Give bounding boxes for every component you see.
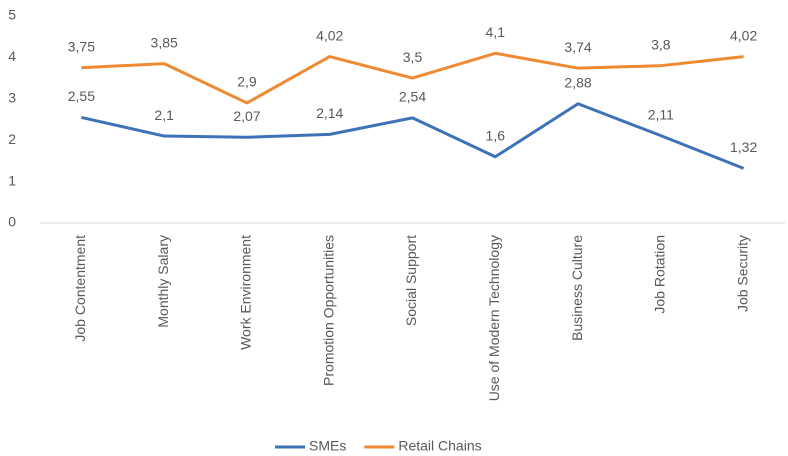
- series-line: [81, 51, 744, 105]
- data-label: 2,54: [399, 89, 426, 105]
- legend-label: SMEs: [309, 438, 346, 454]
- x-tick-label: Promotion Opportunities: [320, 235, 336, 386]
- data-label: 3,74: [564, 39, 591, 55]
- data-label: 3,5: [403, 49, 423, 65]
- data-label: 2,1: [154, 107, 174, 123]
- y-tick-label: 4: [8, 48, 16, 64]
- x-tick-label: Social Support: [403, 235, 419, 326]
- legend-label: Retail Chains: [398, 438, 481, 454]
- x-tick-label: Job Contentment: [72, 235, 88, 342]
- data-label: 2,11: [648, 106, 674, 122]
- series-line: [81, 102, 745, 170]
- y-tick-label: 0: [8, 214, 16, 230]
- data-label: 1,32: [730, 139, 757, 155]
- y-tick-label: 2: [8, 131, 16, 147]
- y-tick-label: 1: [8, 172, 16, 188]
- data-label: 4,02: [730, 27, 757, 43]
- data-label: 3,75: [68, 38, 95, 54]
- x-tick-label: Job Security: [734, 235, 750, 312]
- x-tick-label: Use of Modern Technology: [486, 235, 502, 401]
- x-tick-label: Business Culture: [569, 235, 585, 341]
- data-label: 3,85: [151, 34, 178, 50]
- y-tick-label: 5: [8, 7, 16, 23]
- y-tick-label: 3: [8, 90, 16, 106]
- data-label: 2,9: [237, 74, 257, 90]
- data-label: 3,8: [651, 36, 671, 52]
- data-label: 4,02: [316, 27, 343, 43]
- x-tick-label: Job Rotation: [652, 235, 668, 314]
- data-label: 1,6: [486, 127, 506, 143]
- x-tick-label: Work Environment: [238, 235, 254, 350]
- data-label: 4,1: [486, 24, 506, 40]
- data-label: 2,88: [564, 74, 591, 90]
- data-label: 2,14: [316, 105, 343, 121]
- data-label: 2,07: [233, 108, 260, 124]
- x-tick-label: Monthly Salary: [155, 235, 171, 328]
- data-label: 2,55: [68, 88, 95, 104]
